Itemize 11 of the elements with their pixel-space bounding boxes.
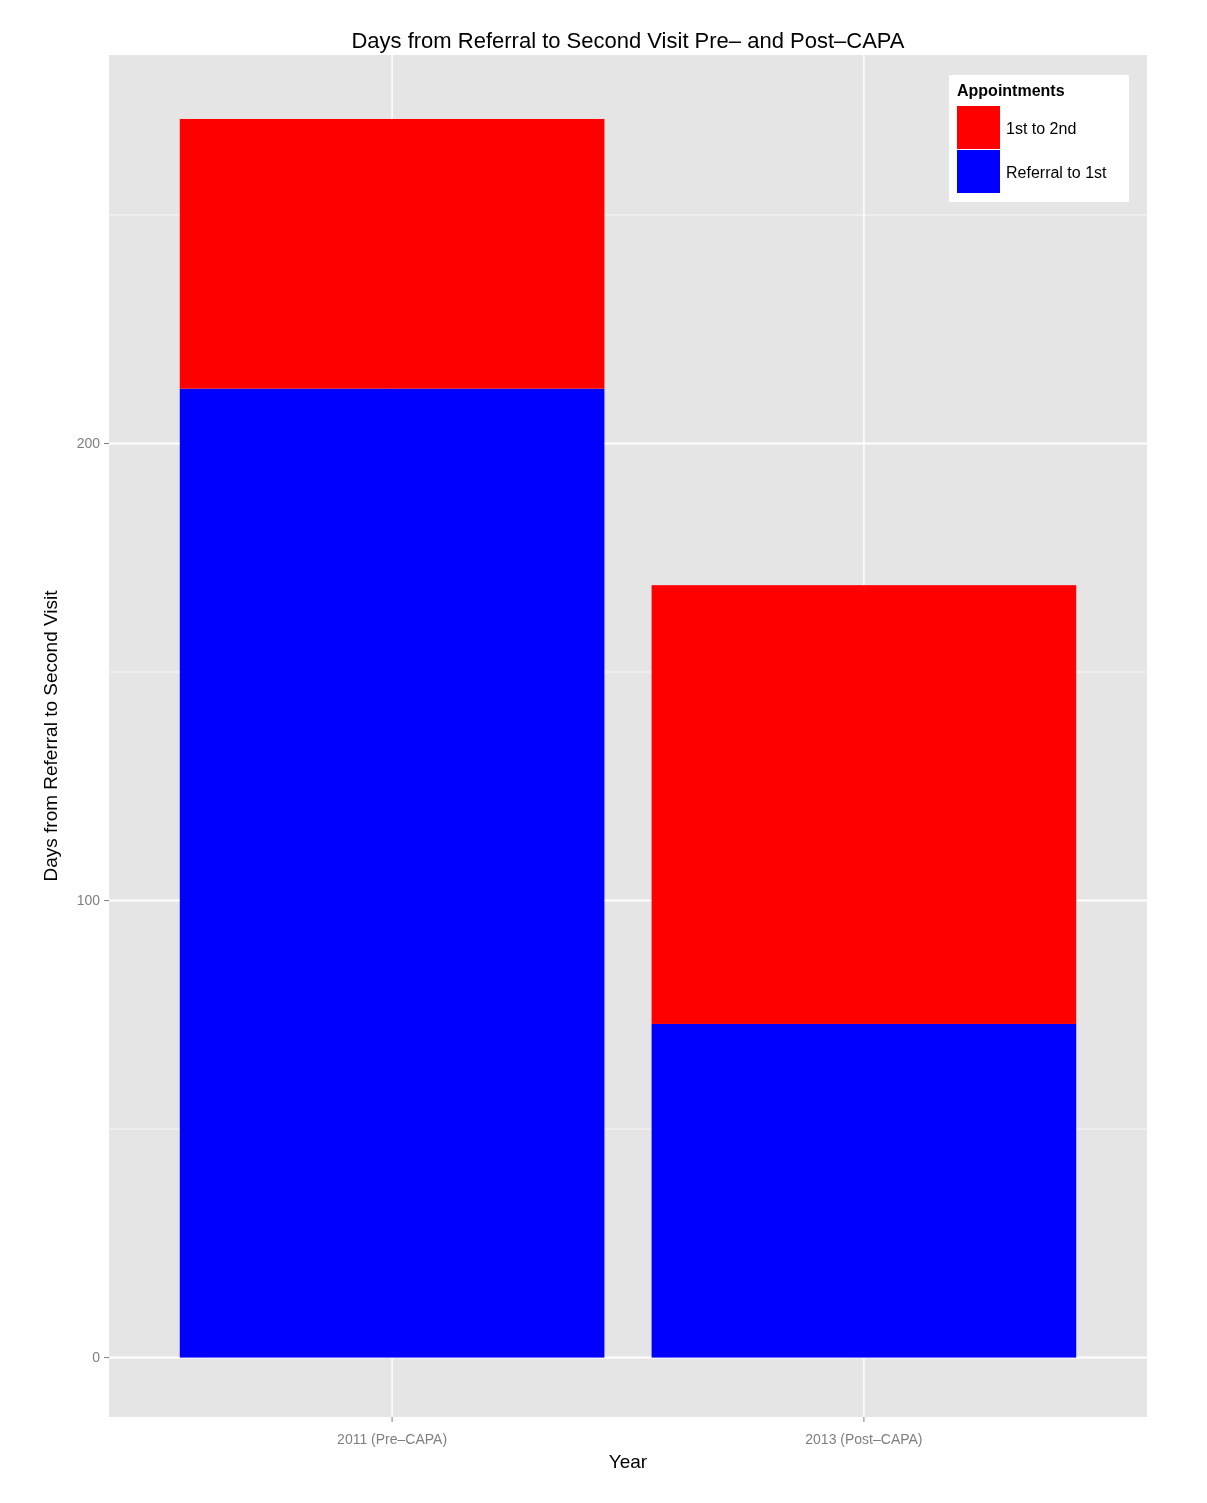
- text: 1st to 2nd: [1006, 119, 1077, 137]
- y-tick-label: 100: [76, 892, 101, 909]
- legend-title: Appointments: [957, 82, 1065, 99]
- x-tick-label: 2013 (Post–CAPA): [805, 1431, 923, 1447]
- y-axis-title: Days from Referral to Second Visit: [40, 589, 61, 882]
- text: Referral to 1st: [1006, 163, 1108, 181]
- x-axis-title: Year: [608, 1451, 648, 1472]
- x-tick-label: 2011 (Pre–CAPA): [337, 1431, 448, 1447]
- chart-title: Days from Referral to Second Visit Pre– and Post–CAPA: [351, 28, 905, 53]
- y-tick-label: 0: [92, 1349, 101, 1366]
- y-tick-label: 200: [76, 435, 101, 452]
